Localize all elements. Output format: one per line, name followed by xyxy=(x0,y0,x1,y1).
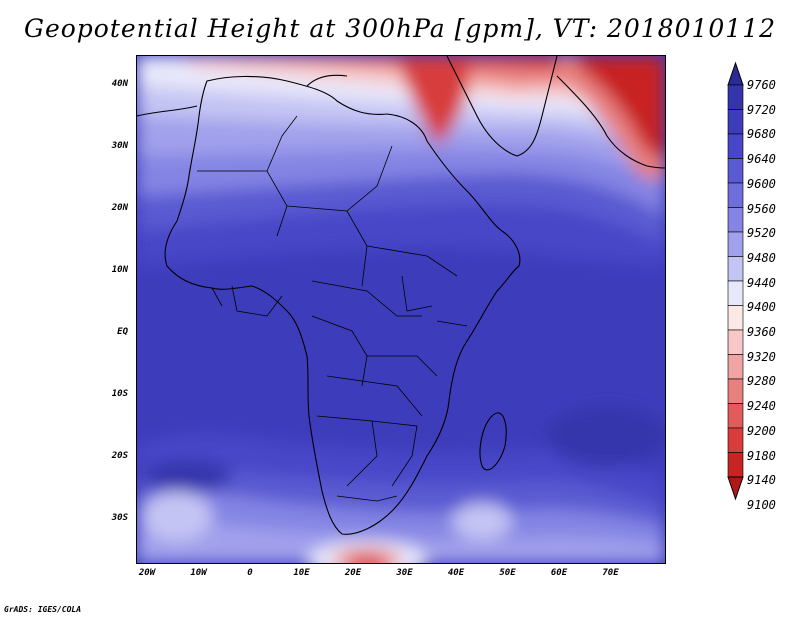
borders xyxy=(197,115,468,502)
colorbar-label: 9400 xyxy=(747,300,776,315)
lat-tick-label: 40N xyxy=(111,79,128,89)
colorbar-label: 9140 xyxy=(747,473,776,488)
colorbar-segment xyxy=(727,403,744,429)
colorbar-segment xyxy=(727,133,744,159)
colorbar-label: 9240 xyxy=(747,399,776,414)
colorbar-label: 9680 xyxy=(747,127,776,142)
lat-tick-label: 10N xyxy=(111,265,128,275)
colorbar-label: 9720 xyxy=(747,102,776,117)
colorbar-segment xyxy=(727,354,744,380)
colorbar-label: 9640 xyxy=(747,152,776,167)
lon-tick-label: 20W xyxy=(138,568,156,578)
colorbar-segment xyxy=(727,329,744,355)
lat-tick-label: 30S xyxy=(111,513,128,523)
lon-tick-label: 20E xyxy=(344,568,362,578)
colorbar-segment xyxy=(727,207,744,233)
colorbar-segment xyxy=(727,182,744,208)
lat-tick-label: 30N xyxy=(111,141,128,151)
colorbar-segment xyxy=(727,378,744,404)
map-title: Geopotential Height at 300hPa [gpm], VT:… xyxy=(23,14,777,43)
colorbar-label: 9440 xyxy=(747,275,776,290)
colorbar-label: 9520 xyxy=(747,226,776,241)
colorbar-label: 9760 xyxy=(747,78,776,92)
colorbar-segment xyxy=(727,231,744,257)
colorbar-label: 9180 xyxy=(747,448,776,463)
colorbar-segment xyxy=(727,158,744,184)
colorbar-label: 9480 xyxy=(747,250,776,265)
lon-tick-label: 50E xyxy=(499,568,516,578)
colorbar-label: 9600 xyxy=(747,176,776,191)
colorbar-segment xyxy=(727,452,744,478)
coastlines xyxy=(137,56,665,535)
colorbar-label: 9360 xyxy=(747,325,776,339)
lat-tick-label: 10S xyxy=(111,389,128,399)
credit-text: GrADS: IGES/COLA xyxy=(4,605,82,614)
lon-tick-label: 40E xyxy=(447,568,465,578)
lon-tick-label: 70E xyxy=(602,568,619,578)
colorbar-label: 9100 xyxy=(747,497,776,512)
colorbar-top-arrow xyxy=(727,61,744,86)
colorbar-label: 9280 xyxy=(747,374,776,389)
geopotential-field xyxy=(137,56,665,563)
colorbar-segment xyxy=(727,84,744,110)
lat-tick-label: EQ xyxy=(117,327,128,337)
lon-tick-label: 10W xyxy=(190,568,207,578)
colorbar xyxy=(727,61,744,501)
lat-tick-label: 20S xyxy=(111,451,128,461)
lon-tick-label: 30E xyxy=(396,568,413,578)
lon-tick-label: 10E xyxy=(293,568,310,578)
colorbar-segment xyxy=(727,256,744,282)
colorbar-label: 9320 xyxy=(747,349,776,364)
colorbar-bottom-arrow xyxy=(727,476,744,501)
colorbar-segment xyxy=(727,305,744,331)
colorbar-label: 9560 xyxy=(747,201,776,216)
map-area xyxy=(136,55,666,564)
lat-tick-label: 20N xyxy=(111,203,128,213)
colorbar-segment xyxy=(727,280,744,306)
colorbar-segment xyxy=(727,427,744,453)
lon-tick-label: 0 xyxy=(247,568,253,578)
lon-tick-label: 60E xyxy=(550,568,568,578)
colorbar-label: 9200 xyxy=(747,423,776,438)
colorbar-segment xyxy=(727,109,744,135)
